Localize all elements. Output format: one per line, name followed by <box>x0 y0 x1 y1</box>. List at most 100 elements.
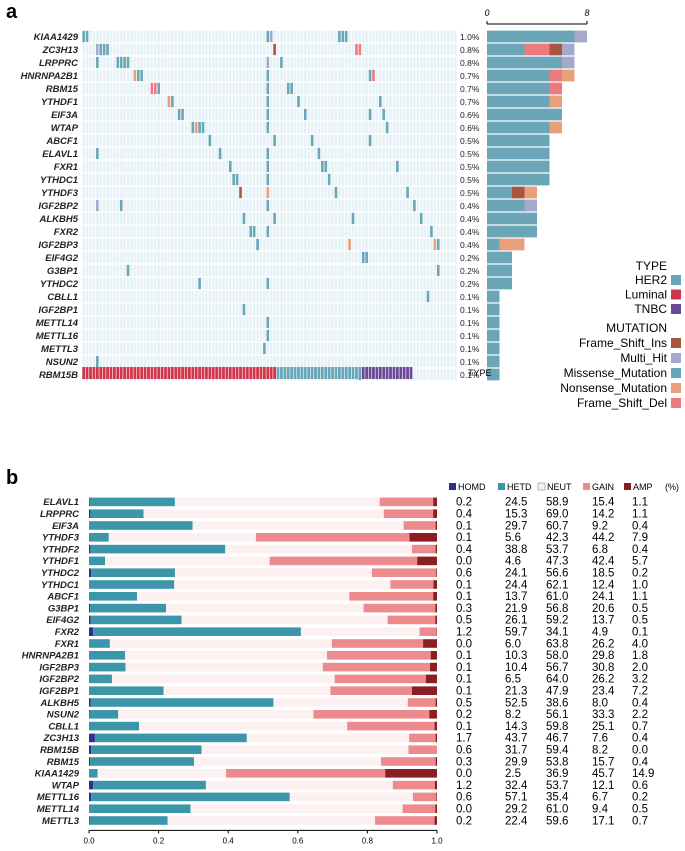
cnv-bar-alkbh5-homd <box>89 698 91 707</box>
cnv-bar-ythdf3-neut <box>108 533 256 542</box>
cnv-value-neut: 59.8 <box>546 721 568 733</box>
count-bar-zc3h13-frame-shift-del <box>524 43 550 56</box>
cnv-value-hetd: 57.1 <box>505 792 527 804</box>
cnv-value-hetd: 32.4 <box>505 780 528 792</box>
cnv-value-hetd: 8.2 <box>505 709 521 721</box>
count-bar-kiaa1429-multi-hit <box>574 30 587 43</box>
mutation-cell-alkbh5-missense-mutation <box>273 212 276 225</box>
mutation-cell-rbm15-missense-mutation <box>157 82 161 95</box>
mutation-percent-label: 0.1% <box>460 357 480 367</box>
cnv-bar-alkbh5-amp <box>435 698 437 707</box>
cnv-axis-tick-label: 0.6 <box>292 836 304 845</box>
cnv-value-neut: 56.1 <box>546 709 568 721</box>
cnv-value-homd: 0.6 <box>456 568 472 580</box>
oncoplot-gene-label: FXR1 <box>54 162 78 173</box>
mutation-cell-hnrnpa2b1-missense-mutation <box>266 69 270 82</box>
cnv-value-hetd: 15.3 <box>505 509 527 521</box>
mutation-cell-rbm15-frame-shift-del <box>150 82 154 95</box>
cnv-value-gain: 12.1 <box>592 780 614 792</box>
mutation-cell-kiaa1429-missense-mutation <box>344 30 348 43</box>
oncoplot-gene-label: KIAA1429 <box>34 32 79 43</box>
cnv-bar-fxr2-homd <box>89 627 94 636</box>
count-bar-igf2bp2-missense-mutation <box>487 199 525 212</box>
cnv-bar-ythdf1-gain <box>269 556 418 566</box>
cnv-bar-mettl16-homd <box>89 792 92 802</box>
cnv-bar-zc3h13-homd <box>89 733 95 743</box>
count-bar-lrpprc-multi-hit <box>562 56 575 69</box>
mutation-cell-elavl1-missense-mutation <box>266 147 270 160</box>
oncoplot-gene-label: LRPPRC <box>39 58 78 69</box>
oncoplot-gene-label: EIF4G2 <box>45 253 78 264</box>
count-bar-ythdf3-nonsense-mutation <box>524 186 537 199</box>
cnv-bar-abcf1-hetd <box>89 592 138 601</box>
legend-mutation-label: Missense_Mutation <box>564 366 667 380</box>
cnv-value-homd: 0.2 <box>456 815 472 827</box>
cnv-value-gain: 14.2 <box>592 509 614 521</box>
cnv-bar-fxr1-amp <box>423 639 437 648</box>
mutation-percent-label: 0.1% <box>460 318 480 328</box>
count-bar-igf2bp3-nonsense-mutation <box>499 238 525 251</box>
cnv-gene-label: ELAVL1 <box>43 497 79 508</box>
mutation-cell-ythdf1-missense-mutation <box>171 95 174 108</box>
mutation-cell-igf2bp2-multi-hit <box>96 199 99 212</box>
mutation-cell-lrpprc-missense-mutation <box>126 56 130 69</box>
cnv-bar-abcf1-amp <box>433 592 437 601</box>
cnv-value-homd: 0.3 <box>456 603 472 615</box>
cnv-bar-eif3a-amp <box>435 521 437 530</box>
mutation-cell-ythdc1-missense-mutation <box>327 173 331 186</box>
oncoplot-gene-label: ABCF1 <box>45 136 78 147</box>
mutation-cell-wtap-missense-mutation <box>198 121 201 134</box>
mutation-cell-ythdf1-missense-mutation <box>378 95 382 108</box>
cnv-value-homd: 1.2 <box>456 780 472 792</box>
mutation-cell-hnrnpa2b1-frame-shift-del <box>372 69 375 82</box>
cnv-value-neut: 62.1 <box>546 579 568 591</box>
count-bar-ythdf1-missense-mutation <box>487 95 550 108</box>
mutation-percent-label: 0.5% <box>460 149 480 159</box>
cnv-bar-igf2bp1-hetd <box>89 686 164 695</box>
count-bar-alkbh5-missense-mutation <box>487 212 537 225</box>
mutation-percent-label: 0.2% <box>460 266 480 276</box>
cnv-value-amp: 3.2 <box>632 674 648 686</box>
cnv-value-neut: 69.0 <box>546 509 568 521</box>
cnv-value-homd: 0.0 <box>456 638 472 650</box>
cnv-value-amp: 7.9 <box>632 532 648 544</box>
mutation-cell-hnrnpa2b1-missense-mutation <box>368 69 372 82</box>
cnv-value-hetd: 2.5 <box>505 768 521 780</box>
oncoplot-gene-label: YTHDF1 <box>41 97 78 108</box>
cnv-bar-eif3a-neut <box>192 521 404 530</box>
cnv-bar-elavl1-gain <box>379 497 434 507</box>
cnv-bar-ythdc2-hetd <box>91 568 175 577</box>
cnv-value-gain: 17.1 <box>592 815 614 827</box>
mutation-cell-abcf1-missense-mutation <box>310 134 314 147</box>
cnv-bar-eif3a-hetd <box>89 521 193 530</box>
cnv-value-amp: 0.2 <box>632 568 648 580</box>
mutation-cell-wtap-missense-mutation <box>385 121 389 134</box>
oncoplot-gene-labels: KIAA1429 ZC3H13 LRPPRC HNRNPA2B1 RBM15 YTHDF1… <box>21 32 79 381</box>
cnv-value-hetd: 59.7 <box>505 627 527 639</box>
cnv-value-gain: 6.7 <box>592 792 608 804</box>
cnv-value-gain: 45.7 <box>592 768 614 780</box>
cnv-value-neut: 38.6 <box>546 697 568 709</box>
count-bar-zc3h13-multi-hit <box>562 43 575 56</box>
cnv-value-hetd: 29.9 <box>505 756 527 768</box>
cnv-gene-label: RBM15 <box>47 757 80 768</box>
cnv-value-neut: 63.8 <box>546 638 568 650</box>
cnv-gene-label: YTHDF3 <box>42 533 80 544</box>
cnv-gene-label: FXR1 <box>55 639 79 650</box>
mutation-percent-label: 0.5% <box>460 175 480 185</box>
mutation-percent-label: 0.1% <box>460 344 480 354</box>
mutation-cell-abcf1-missense-mutation <box>208 134 212 147</box>
cnv-value-gain: 26.2 <box>592 674 614 686</box>
mutation-cell-zc3h13-missense-mutation <box>99 43 103 56</box>
cnv-bar-wtap-homd <box>89 780 94 790</box>
cnv-bar-rbm15-hetd <box>90 757 194 766</box>
cnv-value-neut: 56.7 <box>546 662 568 674</box>
type-track-her2 <box>276 367 362 379</box>
type-track-tnbc <box>361 367 413 379</box>
cnv-bar-elavl1-hetd <box>89 497 175 507</box>
cnv-bar-abcf1-neut <box>137 592 350 601</box>
legend-mutation-label: Multi_Hit <box>620 351 667 365</box>
mutation-cell-lrpprc-missense-mutation <box>123 56 126 69</box>
count-bar-igf2bp1-missense-mutation <box>487 303 500 316</box>
